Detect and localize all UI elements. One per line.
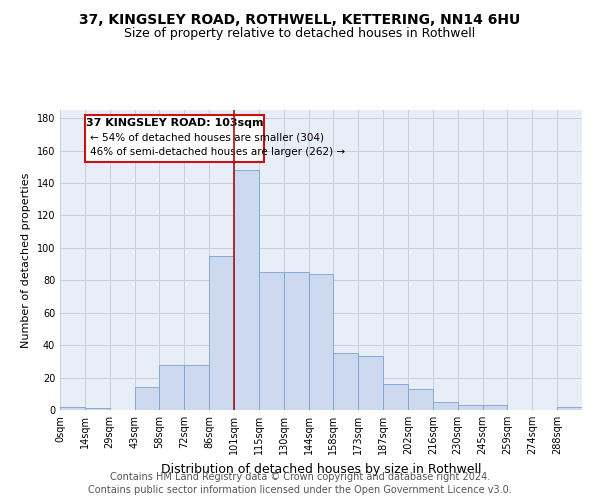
Bar	[433, 402, 458, 410]
Bar	[60, 407, 85, 410]
Bar	[482, 405, 508, 410]
Bar	[308, 274, 334, 410]
Bar	[557, 407, 582, 410]
Text: ← 54% of detached houses are smaller (304): ← 54% of detached houses are smaller (30…	[90, 132, 324, 142]
Text: 46% of semi-detached houses are larger (262) →: 46% of semi-detached houses are larger (…	[90, 148, 345, 158]
Bar	[284, 272, 308, 410]
Text: Contains HM Land Registry data © Crown copyright and database right 2024.: Contains HM Land Registry data © Crown c…	[110, 472, 490, 482]
Text: Size of property relative to detached houses in Rothwell: Size of property relative to detached ho…	[124, 28, 476, 40]
Bar	[358, 356, 383, 410]
Bar	[209, 256, 234, 410]
Bar	[134, 388, 160, 410]
X-axis label: Distribution of detached houses by size in Rothwell: Distribution of detached houses by size …	[161, 462, 481, 475]
Bar	[234, 170, 259, 410]
FancyBboxPatch shape	[85, 115, 264, 162]
Bar	[383, 384, 408, 410]
Bar	[85, 408, 110, 410]
Bar	[408, 389, 433, 410]
Bar	[259, 272, 284, 410]
Y-axis label: Number of detached properties: Number of detached properties	[21, 172, 31, 348]
Bar	[334, 353, 358, 410]
Text: 37 KINGSLEY ROAD: 103sqm: 37 KINGSLEY ROAD: 103sqm	[86, 118, 263, 128]
Text: 37, KINGSLEY ROAD, ROTHWELL, KETTERING, NN14 6HU: 37, KINGSLEY ROAD, ROTHWELL, KETTERING, …	[79, 12, 521, 26]
Bar	[184, 364, 209, 410]
Bar	[458, 405, 482, 410]
Bar	[160, 364, 184, 410]
Text: Contains public sector information licensed under the Open Government Licence v3: Contains public sector information licen…	[88, 485, 512, 495]
